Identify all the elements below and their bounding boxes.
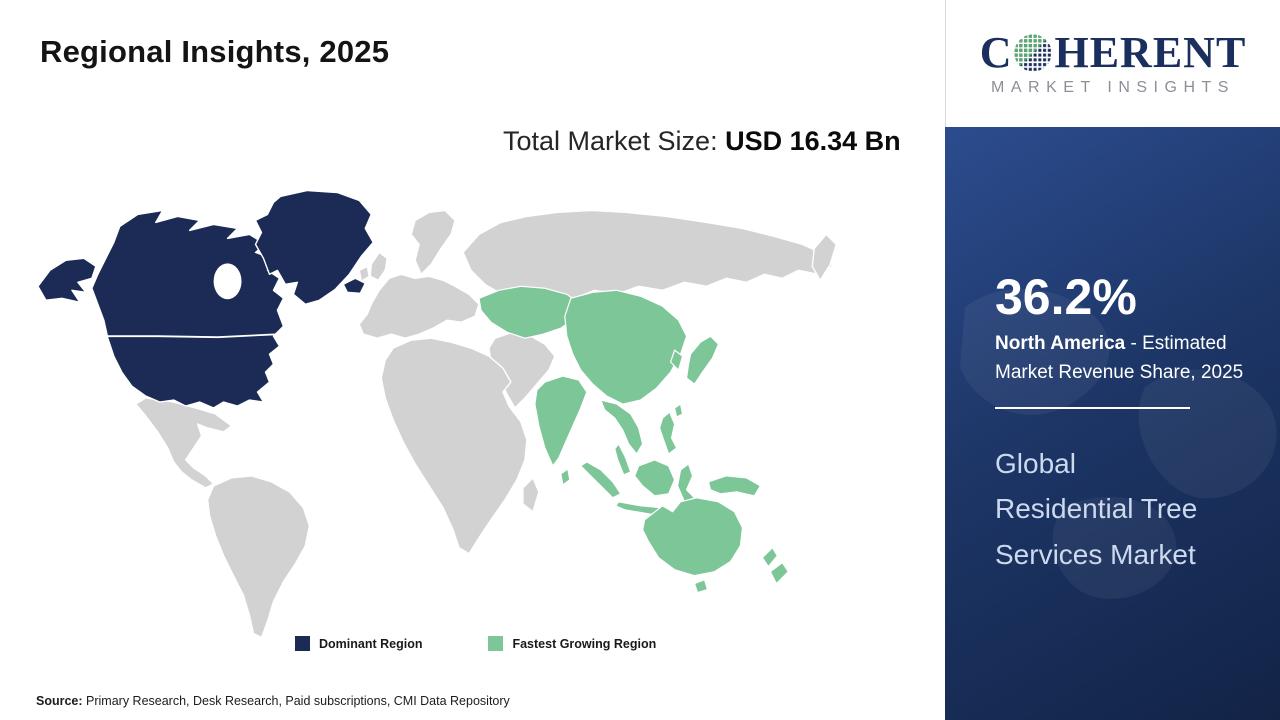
logo-wordmark: C HERENT xyxy=(979,27,1247,77)
south-america xyxy=(206,475,311,639)
mexico-central-america xyxy=(135,397,233,489)
region-other-land xyxy=(135,209,837,639)
stat-region: North America xyxy=(995,333,1126,354)
malay-peninsula xyxy=(614,443,632,476)
indochina xyxy=(600,399,644,455)
divider-line xyxy=(995,407,1190,409)
hudson-bay xyxy=(213,263,242,300)
philippines xyxy=(659,411,678,455)
source-text: Primary Research, Desk Research, Paid su… xyxy=(82,694,510,708)
new-zealand-south xyxy=(769,562,789,585)
market-size-label: Total Market Size: xyxy=(503,126,726,156)
legend-swatch-fastest-growing xyxy=(488,636,504,651)
us-canada-border xyxy=(105,333,280,339)
region-north-america xyxy=(37,189,374,409)
alaska xyxy=(37,257,97,303)
united-kingdom xyxy=(369,251,388,281)
borneo xyxy=(634,459,676,497)
tasmania xyxy=(693,579,709,594)
sidebar-content: 36.2% North America - Estimated Market R… xyxy=(995,272,1252,577)
greenland xyxy=(254,189,374,305)
scandinavia xyxy=(410,209,456,276)
world-map xyxy=(37,189,837,639)
central-asia xyxy=(478,285,582,339)
source-line: Source: Primary Research, Desk Research,… xyxy=(36,694,510,708)
kamchatka xyxy=(811,233,837,281)
legend-label-dominant: Dominant Region xyxy=(319,636,423,651)
sumatra xyxy=(580,461,622,499)
sulawesi xyxy=(676,463,696,503)
taiwan xyxy=(673,403,684,418)
iceland xyxy=(342,277,366,294)
dotted-globe-icon xyxy=(1014,33,1052,72)
total-market-size: Total Market Size: USD 16.34 Bn xyxy=(503,122,903,161)
china-mongolia xyxy=(564,289,688,405)
logo-part2: HERENT xyxy=(1054,27,1247,77)
stat-description: North America - Estimated Market Revenue… xyxy=(995,330,1255,387)
madagascar xyxy=(522,477,540,513)
africa xyxy=(380,337,528,555)
page-title: Regional Insights, 2025 xyxy=(40,34,390,69)
korea xyxy=(669,349,684,371)
australia xyxy=(642,497,744,577)
logo: C HERENT MARKET INSIGHTS xyxy=(945,0,1280,127)
legend: Dominant Region Fastest Growing Region xyxy=(295,636,656,651)
ireland xyxy=(358,265,370,282)
sri-lanka xyxy=(560,468,571,486)
japan xyxy=(685,335,720,385)
stat-rest: - Estimated Market Revenue Share, 2025 xyxy=(995,333,1244,383)
source-label: Source: xyxy=(36,694,83,708)
canada-usa xyxy=(91,209,285,409)
region-asia-pacific xyxy=(478,285,789,594)
logo-subtitle: MARKET INSIGHTS xyxy=(991,78,1235,96)
logo-part1: C xyxy=(979,27,1013,77)
new-zealand-north xyxy=(761,547,778,568)
europe xyxy=(358,273,480,339)
new-guinea xyxy=(707,475,761,497)
legend-label-fastest-growing: Fastest Growing Region xyxy=(512,636,657,651)
market-name: Global Residential Tree Services Market xyxy=(995,448,1198,570)
legend-swatch-dominant xyxy=(295,636,310,651)
legend-item-fastest-growing: Fastest Growing Region xyxy=(488,636,656,651)
market-size-value: USD 16.34 Bn xyxy=(725,126,901,156)
legend-item-dominant: Dominant Region xyxy=(295,636,422,651)
sidebar: 36.2% North America - Estimated Market R… xyxy=(945,127,1280,720)
india xyxy=(534,375,588,467)
stat-value: 36.2% xyxy=(995,269,1137,325)
world-map-container xyxy=(28,186,936,646)
